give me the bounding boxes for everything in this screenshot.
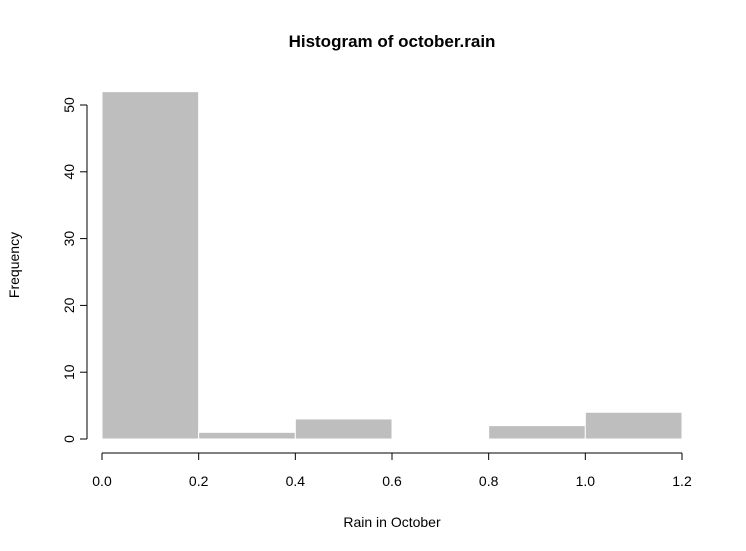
y-tick-label: 0 (61, 435, 77, 443)
histogram-bar-4 (488, 425, 586, 440)
histogram-bar-2 (294, 418, 393, 440)
x-axis: 0.0 0.2 0.4 0.6 0.8 1.0 1.2 (92, 452, 692, 489)
y-tick-label: 50 (61, 97, 77, 113)
x-tick-label: 0.8 (479, 473, 499, 489)
x-axis-label: Rain in October (343, 514, 441, 530)
chart-title: Histogram of october.rain (289, 32, 496, 51)
bars-group (101, 91, 683, 440)
y-tick-label: 20 (61, 297, 77, 313)
x-tick-label: 0.6 (382, 473, 402, 489)
y-axis: 0 10 20 30 40 50 (61, 97, 88, 443)
y-tick-label: 10 (61, 364, 77, 380)
x-tick-label: 0.0 (92, 473, 112, 489)
x-tick-label: 0.2 (189, 473, 209, 489)
y-tick-label: 40 (61, 164, 77, 180)
x-tick-label: 1.2 (672, 473, 692, 489)
histogram-bar-1 (198, 431, 296, 440)
y-axis-label: Frequency (6, 232, 22, 298)
histogram-bar-0 (101, 91, 200, 440)
histogram-bar-5 (584, 411, 683, 440)
x-tick-label: 0.4 (286, 473, 306, 489)
y-tick-label: 30 (61, 231, 77, 247)
x-tick-label: 1.0 (576, 473, 596, 489)
